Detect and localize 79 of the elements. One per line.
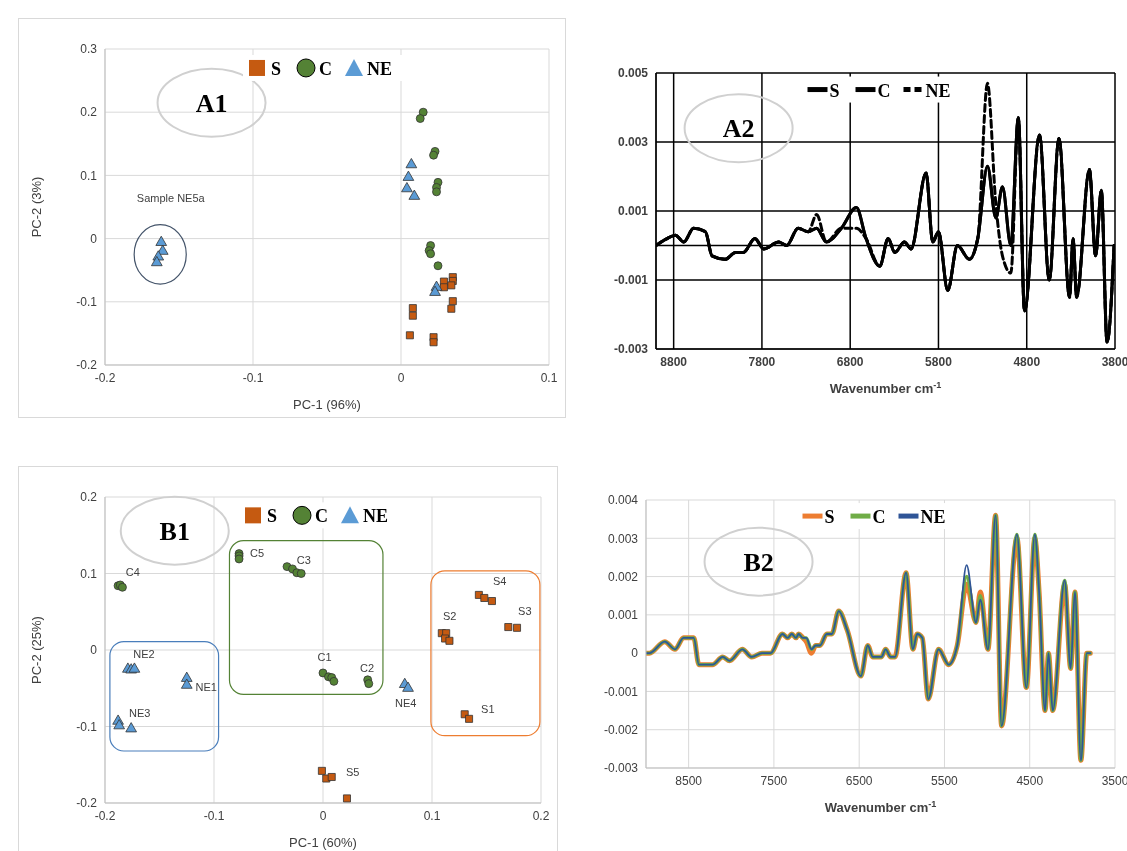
annotation: C4 xyxy=(125,565,140,578)
legend-label: C xyxy=(872,507,886,528)
legend-label: S xyxy=(271,58,282,79)
y-tick-label: 0.004 xyxy=(607,493,639,508)
annotation: NE1 xyxy=(195,681,217,694)
x-tick-label: 3500 xyxy=(1101,773,1127,788)
y-tick-label: 0.2 xyxy=(80,490,98,505)
legend-label: NE xyxy=(363,506,389,527)
y-tick-label: -0.003 xyxy=(603,761,639,776)
annotation: S4 xyxy=(493,574,507,587)
annotation: B2 xyxy=(743,547,774,577)
y-tick-label: 0.001 xyxy=(617,204,649,219)
y-tick-label: -0.2 xyxy=(76,796,98,811)
legend-label: C xyxy=(877,80,891,101)
annotation: S1 xyxy=(481,703,495,716)
annotation: S5 xyxy=(345,766,360,779)
y-tick-label: -0.001 xyxy=(603,684,639,699)
y-tick-label: -0.1 xyxy=(76,719,98,734)
legend-label: NE xyxy=(920,507,946,528)
y-axis-title: PC-2 (3%) xyxy=(29,176,44,238)
x-tick-label: 7500 xyxy=(760,773,788,788)
legend-label: NE xyxy=(925,80,951,101)
x-tick-label: 4500 xyxy=(1016,773,1044,788)
y-tick-label: 0.005 xyxy=(617,66,649,81)
y-tick-label: 0 xyxy=(631,646,639,661)
y-tick-label: -0.1 xyxy=(76,295,98,310)
annotation: S3 xyxy=(518,604,532,617)
legend-label: S xyxy=(267,506,278,527)
x-tick-label: 4800 xyxy=(1013,354,1041,369)
legend-label: NE xyxy=(367,58,393,79)
y-tick-label: 0.002 xyxy=(607,569,639,584)
x-tick-label: 3800 xyxy=(1101,354,1127,369)
annotation: Sample NE5a xyxy=(136,191,206,204)
annotation: NE2 xyxy=(133,647,155,660)
y-axis-title: PC-2 (25%) xyxy=(29,616,44,684)
legend-label: S xyxy=(824,507,835,528)
x-tick-label: 6800 xyxy=(836,354,864,369)
annotation: C2 xyxy=(360,662,375,675)
y-tick-label: 0.2 xyxy=(80,105,98,120)
annotation: NE4 xyxy=(394,696,417,709)
x-tick-label: 0.2 xyxy=(532,808,550,823)
annotation: C3 xyxy=(296,554,311,567)
x-tick-label: 7800 xyxy=(748,354,776,369)
x-tick-label: -0.1 xyxy=(203,808,225,823)
y-tick-label: -0.003 xyxy=(613,342,649,357)
annotation: C5 xyxy=(249,546,265,559)
x-tick-label: 0.1 xyxy=(540,370,558,385)
x-tick-label: 6500 xyxy=(845,773,873,788)
y-tick-label: 0.3 xyxy=(80,42,98,57)
x-tick-label: -0.1 xyxy=(242,370,264,385)
y-tick-label: 0.003 xyxy=(617,135,649,150)
annotation: NE3 xyxy=(128,707,151,720)
annotation: B1 xyxy=(159,516,190,546)
y-tick-label: 0.003 xyxy=(607,531,639,546)
x-axis-title: PC-1 (96%) xyxy=(293,397,361,412)
y-tick-label: 0 xyxy=(90,643,98,658)
annotation: A2 xyxy=(722,114,755,144)
x-tick-label: 5500 xyxy=(931,773,959,788)
x-tick-label: 0.1 xyxy=(423,808,441,823)
x-tick-label: 0 xyxy=(319,808,327,823)
y-tick-label: 0 xyxy=(90,231,98,246)
x-axis-title: PC-1 (60%) xyxy=(289,835,357,850)
legend-label: S xyxy=(829,80,840,101)
x-tick-label: 5800 xyxy=(925,354,953,369)
annotation: S2 xyxy=(442,610,457,623)
x-tick-label: 0 xyxy=(397,370,405,385)
x-tick-label: 8500 xyxy=(675,773,703,788)
y-tick-label: -0.001 xyxy=(613,273,649,288)
y-tick-label: 0.001 xyxy=(607,608,639,623)
annotation: C1 xyxy=(317,651,332,664)
x-axis-title: Wavenumber cm$^{-1}$ xyxy=(824,799,937,815)
legend-label: C xyxy=(319,58,332,79)
x-tick-label: 8800 xyxy=(660,354,688,369)
y-tick-label: -0.002 xyxy=(603,722,639,737)
annotation: A1 xyxy=(195,88,228,118)
x-axis-title: Wavenumber cm$^{-1}$ xyxy=(829,380,942,396)
y-tick-label: 0.1 xyxy=(80,566,98,581)
legend-label: C xyxy=(315,506,328,527)
y-tick-label: 0.1 xyxy=(80,168,98,183)
